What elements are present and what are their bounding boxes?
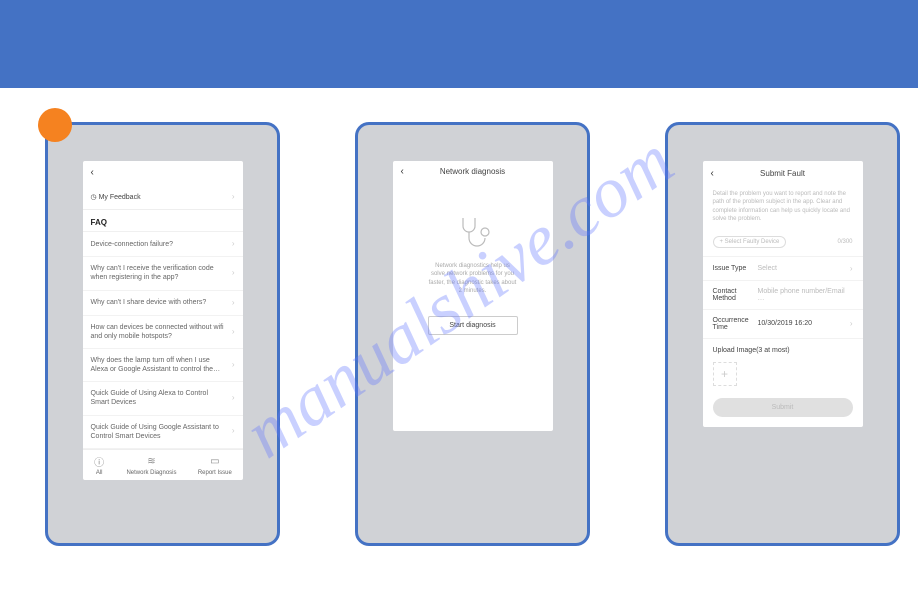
phone-submit-fault: ‹ Submit Fault Detail the problem you wa… bbox=[665, 122, 900, 546]
occurrence-time-value: 10/30/2019 16:20 bbox=[758, 320, 850, 327]
back-icon[interactable]: ‹ bbox=[711, 168, 714, 179]
issue-type-label: Issue Type bbox=[713, 265, 758, 272]
contact-method-placeholder: Mobile phone number/Email … bbox=[758, 288, 853, 302]
phone-diagnosis: ‹ Network diagnosis Network diagnostics … bbox=[355, 122, 590, 546]
phones-row: ‹ ◷ My Feedback › FAQ Device-connection … bbox=[45, 122, 900, 546]
faq-item[interactable]: Quick Guide of Using Alexa to Control Sm… bbox=[83, 382, 243, 415]
bottom-tabs: ⓘAll ≋Network Diagnosis ▭Report Issue bbox=[83, 449, 243, 480]
my-feedback-label: My Feedback bbox=[99, 194, 141, 201]
title-row: ‹ Network diagnosis bbox=[393, 161, 553, 182]
select-device-pill[interactable]: + Select Faulty Device bbox=[713, 236, 787, 248]
tab-report-issue[interactable]: ▭Report Issue bbox=[198, 456, 232, 476]
faq-item[interactable]: Quick Guide of Using Google Assistant to… bbox=[83, 416, 243, 449]
submit-button[interactable]: Submit bbox=[713, 398, 853, 417]
screen-submit-fault: ‹ Submit Fault Detail the problem you wa… bbox=[703, 161, 863, 427]
faq-item[interactable]: How can devices be connected without wif… bbox=[83, 316, 243, 349]
issue-type-value: Select bbox=[758, 265, 850, 272]
top-banner bbox=[0, 0, 918, 88]
faq-item[interactable]: Why can't I share device with others?› bbox=[83, 291, 243, 316]
occurrence-time-label: Occurrence Time bbox=[713, 317, 758, 331]
chevron-right-icon: › bbox=[232, 192, 235, 201]
chevron-right-icon: › bbox=[232, 298, 235, 308]
chevron-right-icon: › bbox=[850, 319, 853, 328]
diagnosis-description: Network diagnostics help us solve networ… bbox=[393, 262, 553, 296]
orange-dot bbox=[38, 108, 72, 142]
chevron-right-icon: › bbox=[232, 426, 235, 436]
screen-diagnosis: ‹ Network diagnosis Network diagnostics … bbox=[393, 161, 553, 431]
device-selector-row: + Select Faulty Device 0/300 bbox=[703, 232, 863, 256]
contact-method-label: Contact Method bbox=[713, 288, 758, 302]
back-icon[interactable]: ‹ bbox=[401, 166, 404, 177]
info-icon: ⓘ bbox=[93, 456, 105, 468]
upload-image-button[interactable]: + bbox=[713, 362, 737, 386]
chat-icon: ▭ bbox=[209, 456, 221, 468]
wifi-icon: ≋ bbox=[145, 456, 157, 468]
faq-item[interactable]: Why does the lamp turn off when I use Al… bbox=[83, 349, 243, 382]
start-diagnosis-button[interactable]: Start diagnosis bbox=[428, 316, 518, 335]
tab-network-diagnosis[interactable]: ≋Network Diagnosis bbox=[126, 456, 176, 476]
issue-type-row[interactable]: Issue Type Select › bbox=[703, 256, 863, 280]
clock-icon: ◷ bbox=[91, 194, 97, 201]
char-counter: 0/300 bbox=[837, 239, 852, 245]
page-title: Network diagnosis bbox=[440, 167, 505, 176]
page-title: Submit Fault bbox=[760, 169, 805, 178]
stethoscope-icon bbox=[453, 212, 493, 252]
screen-faq: ‹ ◷ My Feedback › FAQ Device-connection … bbox=[83, 161, 243, 480]
faq-item[interactable]: Why can't I receive the verification cod… bbox=[83, 257, 243, 290]
chevron-right-icon: › bbox=[232, 268, 235, 278]
header-row: ‹ bbox=[83, 161, 243, 184]
upload-label: Upload Image(3 at most) bbox=[703, 338, 863, 358]
faq-item[interactable]: Device-connection failure?› bbox=[83, 232, 243, 257]
back-icon[interactable]: ‹ bbox=[91, 167, 94, 178]
chevron-right-icon: › bbox=[232, 360, 235, 370]
occurrence-time-row[interactable]: Occurrence Time 10/30/2019 16:20 › bbox=[703, 309, 863, 338]
contact-method-row[interactable]: Contact Method Mobile phone number/Email… bbox=[703, 280, 863, 309]
chevron-right-icon: › bbox=[232, 327, 235, 337]
my-feedback-row[interactable]: ◷ My Feedback › bbox=[83, 184, 243, 210]
faq-header: FAQ bbox=[83, 210, 243, 232]
chevron-right-icon: › bbox=[232, 239, 235, 249]
instruction-text: Detail the problem you want to report an… bbox=[703, 186, 863, 232]
phone-faq: ‹ ◷ My Feedback › FAQ Device-connection … bbox=[45, 122, 280, 546]
chevron-right-icon: › bbox=[232, 393, 235, 403]
chevron-right-icon: › bbox=[850, 264, 853, 273]
tab-all[interactable]: ⓘAll bbox=[93, 456, 105, 476]
title-row: ‹ Submit Fault bbox=[703, 161, 863, 186]
